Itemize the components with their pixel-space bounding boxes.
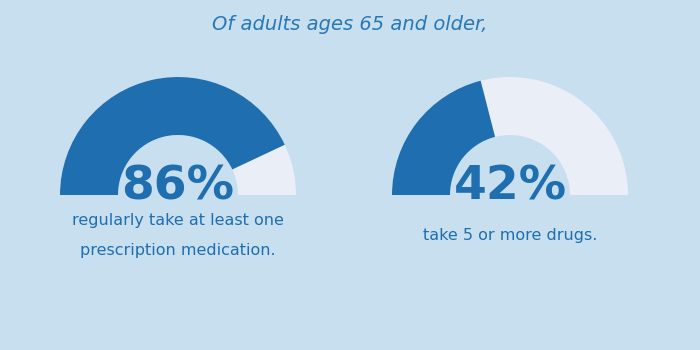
Wedge shape: [392, 77, 628, 195]
Text: regularly take at least one: regularly take at least one: [72, 213, 284, 228]
Text: take 5 or more drugs.: take 5 or more drugs.: [423, 228, 597, 243]
Wedge shape: [60, 77, 285, 195]
Wedge shape: [60, 77, 296, 195]
Text: 86%: 86%: [122, 164, 234, 210]
Text: prescription medication.: prescription medication.: [80, 243, 276, 258]
Wedge shape: [392, 81, 495, 195]
Text: Of adults ages 65 and older,: Of adults ages 65 and older,: [212, 15, 488, 35]
Text: 42%: 42%: [454, 164, 566, 210]
